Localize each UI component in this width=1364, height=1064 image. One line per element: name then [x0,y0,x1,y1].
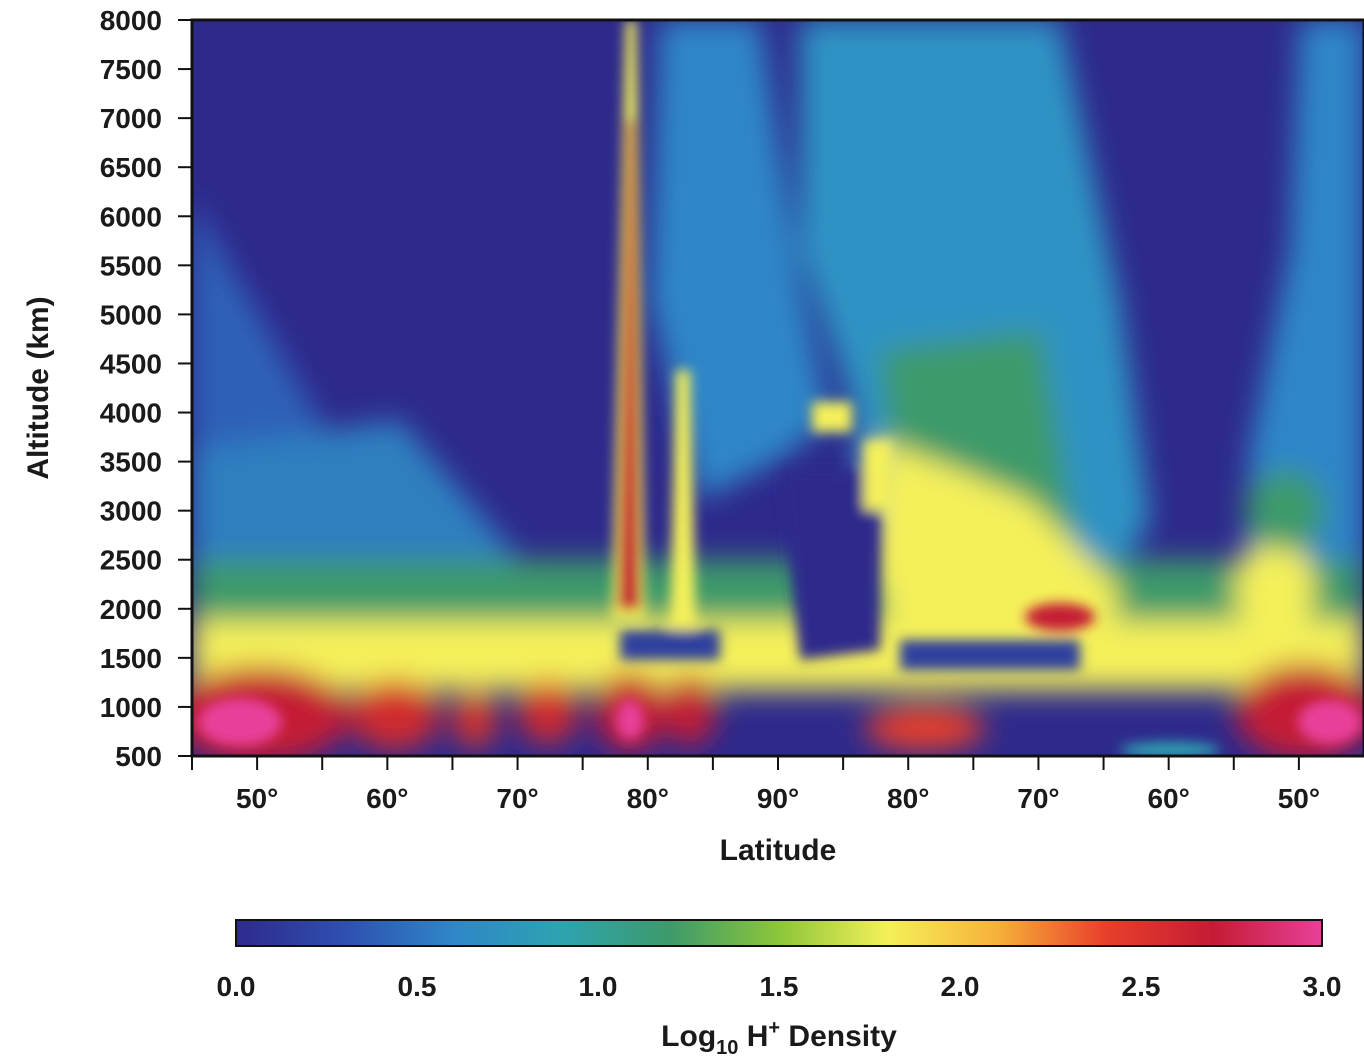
y-tick-label: 7000 [100,103,162,134]
y-tick-label: 500 [115,741,162,772]
y-tick-label: 1000 [100,692,162,723]
blob-red-70-right [1025,603,1095,631]
y-axis-title: Altitude (km) [22,296,55,479]
x-tick-label: 50° [236,783,278,814]
y-tick-label: 5500 [100,250,162,281]
band-green [192,560,1364,630]
x-axis-title: Latitude [720,834,837,867]
x-tick-label: 90° [757,783,799,814]
heatmap-smooth-layer [192,20,1364,756]
y-axis: 500 1000 1500 2000 2500 3000 3500 4000 4500 5000 5… [100,5,192,772]
y-tick-label: 5000 [100,299,162,330]
blob-red-83 [664,674,716,746]
y-tick-label: 4000 [100,398,162,429]
colorbar-ticks: 0.0 0.5 1.0 1.5 2.0 2.5 3.0 [217,971,1342,1002]
blob-yellow-55 [1235,540,1315,640]
y-tick-label: 6500 [100,152,162,183]
colorbar: 0.0 0.5 1.0 1.5 2.0 2.5 3.0 Log10 H+ Density [217,919,1342,1059]
heatmap-sharp-layer [198,20,1362,756]
y-tick-label: 2000 [100,594,162,625]
colorbar-gradient [235,919,1323,947]
y-tick-label: 8000 [100,5,162,36]
heatmap-plot-area [192,20,1364,756]
blob-red-60-left [350,680,440,750]
patch-yellow-93 [812,402,852,432]
colorbar-tick-label: 3.0 [1303,971,1342,1002]
colorbar-title-density: Density [780,1020,897,1053]
x-tick-label: 50° [1278,783,1320,814]
blob-red-67 [453,692,497,748]
x-tick-label: 70° [496,783,538,814]
blob-green-55 [1245,470,1325,550]
x-axis: 50° 60° 70° 80° 90° 80° 70° 60° 50° [191,756,1320,814]
y-tick-label: 6000 [100,201,162,232]
patch-teal-60-right [1120,742,1220,756]
colorbar-tick-label: 2.0 [941,971,980,1002]
region-yellow-right [870,440,1120,650]
blob-red-80-right [865,706,985,750]
colorbar-title-h: H [738,1020,768,1053]
plume-yellow-83 [670,370,696,630]
x-tick-label: 60° [366,783,408,814]
dark-intrusion-90 [780,470,880,660]
colorbar-tick-label: 2.5 [1122,971,1161,1002]
x-tick-label: 60° [1147,783,1189,814]
y-tick-label: 7500 [100,54,162,85]
core-pink-50-right [1298,700,1362,744]
colorbar-title-subscript: 10 [716,1037,738,1059]
blob-red-73 [518,680,578,744]
y-tick-label: 3500 [100,447,162,478]
x-tick-label: 80° [627,783,669,814]
patch-yellow-97 [864,440,892,510]
region-blue-mid [650,20,830,500]
x-tick-label: 80° [887,783,929,814]
y-tick-label: 3000 [100,496,162,527]
y-tick-label: 1500 [100,643,162,674]
colorbar-tick-label: 0.0 [217,971,256,1002]
colorbar-tick-label: 1.5 [760,971,799,1002]
y-tick-label: 4500 [100,348,162,379]
core-pink-50-left [198,698,282,746]
core-pink-80 [616,700,644,740]
colorbar-title-superscript: + [768,1017,780,1039]
colorbar-tick-label: 1.0 [579,971,618,1002]
colorbar-title-log: Log [661,1020,716,1053]
dark-intrusion-75 [900,640,1080,670]
colorbar-tick-label: 0.5 [398,971,437,1002]
x-tick-label: 70° [1017,783,1059,814]
band-yellow [192,620,1364,690]
colorbar-title: Log10 H+ Density [661,1017,897,1059]
y-tick-label: 2500 [100,545,162,576]
dark-intrusion-80 [620,630,720,660]
plume-red-80 [618,120,640,610]
